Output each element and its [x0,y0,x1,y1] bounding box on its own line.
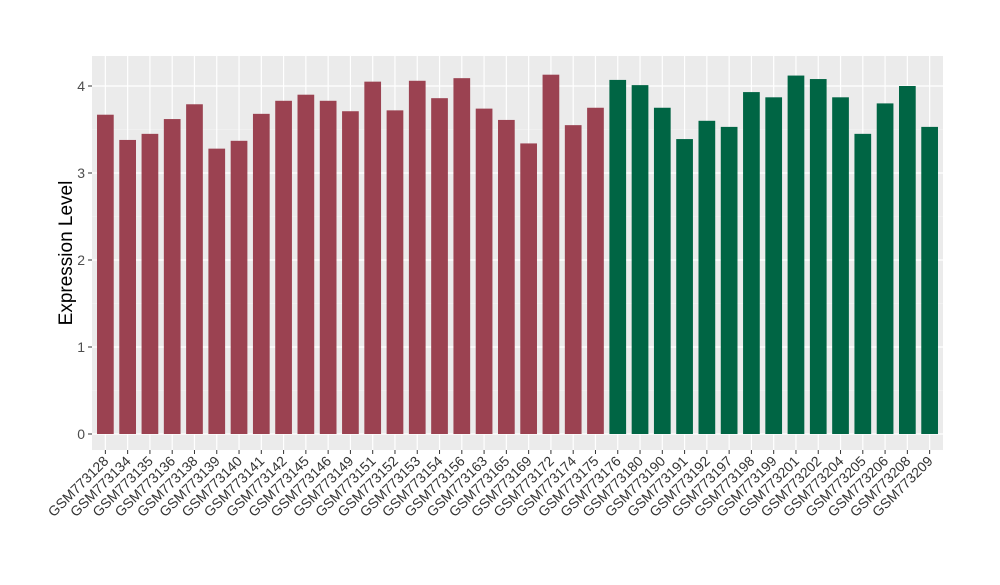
bar-GSM773142 [275,100,292,434]
bar-GSM773145 [297,94,315,434]
bar-GSM773138 [186,104,203,435]
bar-GSM773205 [854,133,872,434]
bar-GSM773149 [342,111,359,434]
y-axis-label: Expression Level [56,181,77,326]
bar-GSM773201 [787,75,805,434]
bar-GSM773139 [208,148,226,434]
bar-GSM773204 [832,97,849,434]
y-tick-label: 0 [77,426,85,442]
bar-GSM773152 [386,110,404,435]
bar-GSM773175 [587,107,604,434]
bar-GSM773190 [653,107,671,434]
bar-GSM773128 [97,114,114,435]
bar-GSM773176 [609,79,627,434]
y-tick-label: 4 [77,78,85,94]
y-tick-label: 3 [77,165,85,181]
y-tick-label: 1 [77,339,85,355]
bar-GSM773165 [498,119,515,435]
bar-GSM773199 [765,97,783,434]
bar-GSM773169 [520,143,537,435]
bar-GSM773202 [809,79,827,434]
bar-GSM773180 [631,85,649,434]
y-tick-label: 2 [77,252,85,268]
bar-GSM773163 [475,108,493,435]
bar-GSM773174 [564,125,582,435]
bar-GSM773140 [230,140,248,434]
bar-GSM773209 [921,126,938,434]
bar-GSM773198 [743,92,760,434]
bar-GSM773197 [720,126,738,434]
bar-GSM773208 [899,86,916,434]
bar-GSM773206 [876,103,894,435]
bar-GSM773192 [698,120,716,435]
bar-GSM773154 [431,98,448,435]
bar-GSM773146 [319,100,337,434]
bar-GSM773151 [364,81,382,435]
bar-GSM773141 [252,113,270,434]
bar-GSM773172 [542,74,560,434]
bar-GSM773136 [163,119,181,434]
bar-GSM773191 [676,139,693,434]
bar-GSM773134 [119,139,136,434]
bar-GSM773153 [408,80,426,434]
bar-GSM773156 [453,78,471,435]
bar-GSM773135 [141,133,159,434]
